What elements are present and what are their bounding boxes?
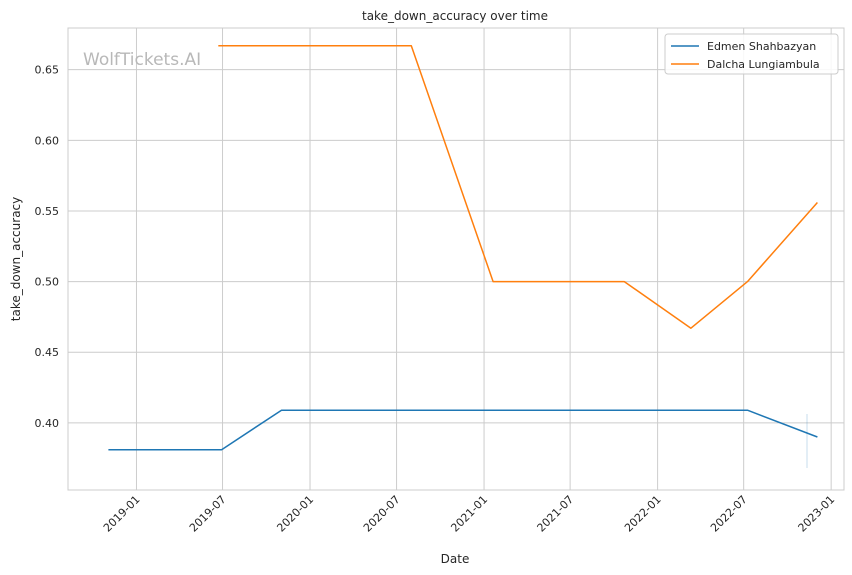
- legend-label-dalcha: Dalcha Lungiambula: [707, 58, 820, 71]
- x-tick-label: 2020-07: [361, 493, 403, 535]
- y-tick-label: 0.40: [35, 417, 60, 430]
- series-line-0: [108, 409, 818, 451]
- y-tick-label: 0.50: [35, 276, 60, 289]
- x-tick-label: 2022-01: [622, 493, 664, 535]
- legend: Edmen Shahbazyan Dalcha Lungiambula: [664, 33, 839, 75]
- x-tick-label: 2021-01: [448, 493, 490, 535]
- legend-label-edmen: Edmen Shahbazyan: [707, 40, 816, 53]
- x-axis-title: Date: [441, 552, 470, 566]
- x-axis: 2019-01 2019-07 2020-01 2020-07 2021-01 2021-…: [101, 493, 837, 535]
- x-tick-label: 2022-07: [708, 493, 750, 535]
- legend-box: [664, 33, 839, 75]
- x-tick-label: 2020-01: [274, 493, 316, 535]
- chart-title: take_down_accuracy over time: [362, 9, 548, 23]
- y-tick-label: 0.65: [35, 64, 60, 77]
- grid-layer: [68, 28, 844, 490]
- series-layer: [108, 44, 818, 451]
- y-tick-label: 0.45: [35, 346, 60, 359]
- x-tick-label: 2023-01: [796, 493, 838, 535]
- series-line-1: [218, 44, 818, 329]
- y-tick-label: 0.55: [35, 205, 60, 218]
- plot-frame: [67, 27, 845, 491]
- y-tick-label: 0.60: [35, 134, 60, 147]
- x-tick-label: 2021-07: [535, 493, 577, 535]
- y-axis: 0.40 0.45 0.50 0.55 0.60 0.65: [35, 64, 60, 430]
- y-axis-title: take_down_accuracy: [9, 197, 23, 321]
- x-tick-label: 2019-01: [101, 493, 143, 535]
- x-tick-label: 2019-07: [187, 493, 229, 535]
- watermark: WolfTickets.AI: [83, 50, 201, 70]
